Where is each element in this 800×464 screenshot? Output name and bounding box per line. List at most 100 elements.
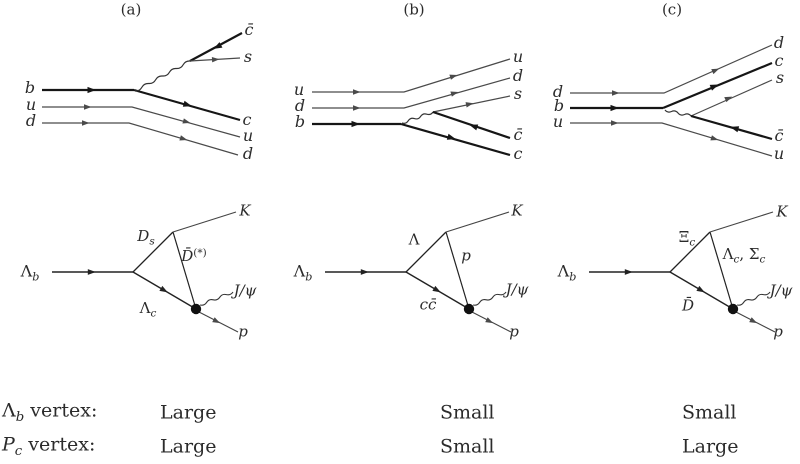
arrowhead xyxy=(351,120,360,128)
arrowhead xyxy=(446,133,457,143)
lambda-c-sigma-c-line xyxy=(709,231,734,310)
pc-vertex-blob xyxy=(190,303,202,315)
ds-meson-line xyxy=(132,231,174,273)
arrowhead xyxy=(159,285,170,295)
quark-label-b-in: b xyxy=(294,112,306,131)
quark-label-s-out: s xyxy=(243,47,253,66)
arrowhead xyxy=(87,86,96,94)
arrowhead xyxy=(353,89,361,95)
arrowhead xyxy=(611,120,619,126)
arrowhead xyxy=(84,104,92,110)
dbar-label: D̄ xyxy=(681,296,695,315)
arrowhead xyxy=(87,269,96,275)
arrowhead xyxy=(485,317,495,326)
arrowhead xyxy=(749,317,759,326)
quark-label-c-out: c xyxy=(242,110,252,129)
arrowhead xyxy=(710,135,720,143)
panel-a-quark-diagram xyxy=(42,32,243,156)
d-quark-line xyxy=(42,122,239,156)
quark-label-d-out: d xyxy=(512,66,524,85)
arrowhead xyxy=(432,285,443,295)
quark-label-b-in: b xyxy=(24,78,36,97)
arrowhead xyxy=(211,56,220,63)
dbar-meson-line xyxy=(172,231,197,310)
lambda-label: Λ xyxy=(408,230,420,249)
panel-c-header: (c) xyxy=(661,0,683,19)
arrowhead xyxy=(360,269,369,275)
kaon-line xyxy=(709,211,774,233)
quark-label-u-out: u xyxy=(242,126,254,145)
lambda-b-vertex-value-b: Small xyxy=(440,401,495,424)
s-quark-line xyxy=(690,79,773,117)
quark-label-d-in: d xyxy=(294,96,306,115)
quark-label-c-out: c xyxy=(513,144,523,163)
pc-vertex-blob xyxy=(727,303,739,315)
w-boson-wavy-line xyxy=(134,60,191,92)
kaon-label: K xyxy=(776,202,788,221)
panel-a-header: (a) xyxy=(120,0,142,19)
quark-label-d-in: d xyxy=(552,82,564,101)
arrowhead xyxy=(179,135,189,143)
kaon-line xyxy=(445,211,510,233)
lambda-b-label: Λb xyxy=(557,261,577,284)
lambda-b-vertex-value-c: Small xyxy=(682,401,737,424)
pc-vertex-value-b: Small xyxy=(440,435,495,458)
quark-label-s-out: s xyxy=(513,84,523,103)
quark-label-u-in: u xyxy=(25,95,37,114)
kaon-label: K xyxy=(239,201,251,220)
panel-b-header: (b) xyxy=(403,0,425,19)
panel-c-hadron-diagram xyxy=(589,211,776,333)
panel-b-quark-diagram xyxy=(312,58,511,157)
proton-label: p xyxy=(773,322,783,341)
quark-label-s-out: s xyxy=(775,68,785,87)
dbar-meson-label: D̄(*) xyxy=(181,246,207,266)
jpsi-label: J/ψ xyxy=(769,281,793,300)
arrowhead xyxy=(612,90,620,96)
xi-c-line xyxy=(669,231,711,273)
lambda-c-label: Λc xyxy=(139,298,157,320)
lambda-b-label: Λb xyxy=(20,261,40,284)
quark-label-cbar-out: c̄ xyxy=(774,126,784,145)
arrowhead xyxy=(182,100,193,110)
pc-vertex-row-label: Pc vertex: xyxy=(2,433,96,460)
d-quark-line xyxy=(570,44,773,94)
arrowhead xyxy=(696,285,707,295)
jpsi-label: J/ψ xyxy=(233,281,257,300)
arrowhead xyxy=(353,105,361,111)
w-boson-wavy-line xyxy=(401,111,434,124)
quark-label-u-out: u xyxy=(512,47,524,66)
arrowhead xyxy=(711,66,721,75)
arrowhead xyxy=(610,104,619,112)
u-quark-line xyxy=(570,122,773,157)
ccbar-label: cc̄ xyxy=(419,295,437,314)
arrowhead xyxy=(182,118,192,126)
proton-loop-label: p xyxy=(461,246,471,265)
lambda-b-vertex-value-a: Large xyxy=(160,401,217,424)
panel-c-quark-diagram xyxy=(570,44,773,157)
quark-label-c-out: c xyxy=(774,51,784,70)
arrowhead xyxy=(82,120,90,126)
panel-b-hadron-diagram xyxy=(325,211,512,333)
d-quark-line xyxy=(312,77,511,109)
quark-label-u-in: u xyxy=(293,80,305,99)
u-quark-line xyxy=(312,58,511,93)
jpsi-label: J/ψ xyxy=(505,280,529,299)
lambda-c-sigma-c-label: Λc, Σc xyxy=(722,244,766,266)
arrowhead xyxy=(468,121,479,131)
quark-label-u-out: u xyxy=(773,144,785,163)
proton-loop-line xyxy=(445,231,470,310)
proton-label: p xyxy=(509,322,519,341)
arrowhead xyxy=(212,317,222,326)
jpsi-wavy-line xyxy=(199,291,234,306)
lambda-b-vertex-row-label: Λb vertex: xyxy=(2,399,98,426)
pc-vertex-value-c: Large xyxy=(682,435,739,458)
quark-label-d-in: d xyxy=(25,111,37,130)
quark-label-d-out: d xyxy=(242,144,254,163)
quark-label-cbar-out: c̄ xyxy=(244,20,254,39)
quark-label-cbar-out: c̄ xyxy=(513,125,523,144)
panel-a-hadron-diagram xyxy=(52,211,239,333)
kaon-label: K xyxy=(511,201,523,220)
jpsi-wavy-line xyxy=(736,291,771,306)
